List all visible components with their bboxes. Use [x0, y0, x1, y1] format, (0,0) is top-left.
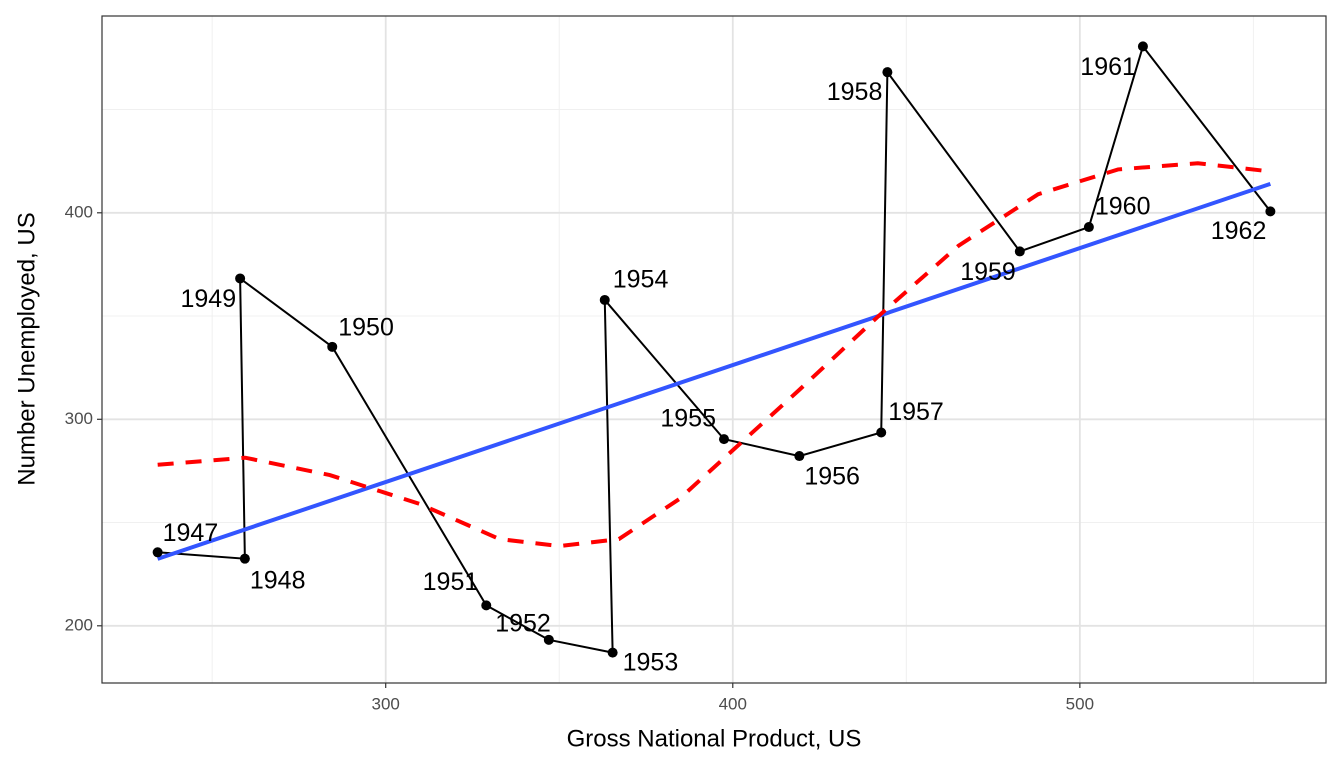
point — [607, 647, 618, 658]
point — [882, 67, 893, 78]
point-label: 1955 — [660, 405, 716, 433]
point-label: 1947 — [163, 519, 219, 547]
point — [1137, 41, 1148, 52]
point-label: 1953 — [623, 648, 679, 676]
grid — [102, 16, 1326, 683]
point-label: 1961 — [1080, 53, 1136, 81]
point-label: 1949 — [180, 285, 236, 313]
point-label: 1962 — [1211, 217, 1267, 245]
point — [794, 451, 805, 462]
y-tick-label: 400 — [65, 202, 93, 221]
x-tick-label: 300 — [372, 694, 400, 713]
point-label: 1952 — [495, 609, 551, 637]
point-label: 1957 — [888, 398, 944, 426]
point-label: 1959 — [960, 258, 1016, 286]
point — [599, 294, 610, 305]
point-label: 1960 — [1095, 193, 1151, 221]
x-axis-title: Gross National Product, US — [567, 725, 862, 752]
plot-area: 1947 1948 1949 1950 1951 1952 1953 1954 1955 1956… — [152, 41, 1276, 676]
point — [327, 341, 338, 352]
point-label: 1948 — [250, 566, 306, 594]
point — [239, 553, 250, 564]
point-label: 1958 — [827, 78, 883, 106]
point — [1014, 246, 1025, 257]
point — [481, 600, 492, 611]
point — [235, 273, 246, 284]
point — [718, 434, 729, 445]
point-label: 1950 — [338, 313, 394, 341]
point — [152, 547, 163, 558]
y-tick-label: 300 — [65, 409, 93, 428]
data-path — [157, 44, 1272, 654]
point-label: 1956 — [804, 463, 860, 491]
point — [543, 634, 554, 645]
point-label: 1954 — [613, 266, 669, 294]
point — [876, 427, 887, 438]
x-tick-label: 500 — [1066, 694, 1094, 713]
panel-border — [101, 15, 1327, 684]
x-tick-label: 400 — [719, 694, 747, 713]
point-label: 1951 — [423, 568, 479, 596]
fit-line — [156, 181, 1272, 561]
y-tick-label: 200 — [65, 615, 93, 634]
point — [1265, 206, 1276, 217]
y-axis-title: Number Unemployed, US — [13, 212, 40, 485]
point — [1083, 222, 1094, 233]
